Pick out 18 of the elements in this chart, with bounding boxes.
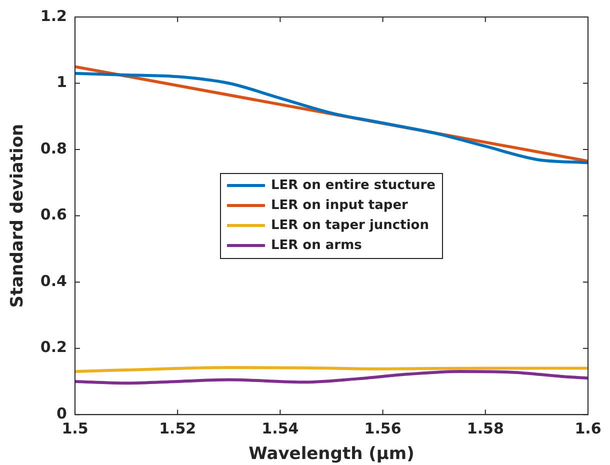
legend-label: LER on input taper — [270, 198, 408, 214]
y-axis-title: Standard deviation — [8, 124, 28, 308]
line-series — [74, 370, 588, 385]
x-tick-label: 1.58 — [466, 419, 504, 438]
y-tick-label: 1.2 — [40, 6, 67, 25]
y-tick-label: 0.2 — [40, 338, 67, 356]
x-tick-label: 1.54 — [262, 419, 299, 438]
y-tick-label: 1 — [56, 73, 67, 92]
y-tick-label: 0.4 — [40, 272, 67, 290]
x-axis-title: Wavelength (μm) — [248, 444, 414, 464]
x-tick-label: 1.6 — [574, 419, 602, 438]
x-tick-label: 1.56 — [364, 419, 402, 438]
y-tick-label: 0.6 — [40, 206, 67, 224]
legend-label: LER on entire stucture — [270, 178, 436, 194]
legend-label: LER on arms — [270, 238, 362, 254]
legend-label: LER on taper junction — [270, 218, 429, 234]
x-tick-label: 1.52 — [159, 419, 196, 438]
y-tick-label: 0.8 — [40, 139, 67, 158]
